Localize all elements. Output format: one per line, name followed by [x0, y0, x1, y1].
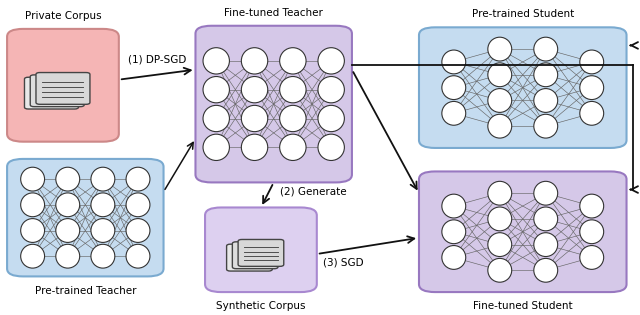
Ellipse shape	[280, 48, 306, 74]
Ellipse shape	[442, 76, 466, 100]
Ellipse shape	[56, 193, 80, 217]
Ellipse shape	[534, 89, 557, 112]
FancyBboxPatch shape	[7, 29, 119, 142]
Ellipse shape	[20, 219, 45, 243]
FancyBboxPatch shape	[195, 26, 352, 182]
Ellipse shape	[203, 77, 229, 103]
Ellipse shape	[442, 220, 466, 244]
Ellipse shape	[56, 244, 80, 268]
Ellipse shape	[534, 37, 557, 61]
Ellipse shape	[280, 134, 306, 160]
Ellipse shape	[91, 219, 115, 243]
Ellipse shape	[488, 258, 512, 282]
Text: Fine-tuned Teacher: Fine-tuned Teacher	[224, 8, 323, 18]
Ellipse shape	[580, 246, 604, 269]
FancyBboxPatch shape	[36, 72, 90, 104]
Text: Pre-trained Teacher: Pre-trained Teacher	[35, 286, 136, 296]
Ellipse shape	[126, 244, 150, 268]
Ellipse shape	[488, 207, 512, 231]
FancyBboxPatch shape	[24, 77, 79, 109]
Ellipse shape	[126, 193, 150, 217]
Ellipse shape	[203, 105, 229, 132]
Ellipse shape	[20, 244, 45, 268]
Ellipse shape	[280, 77, 306, 103]
Ellipse shape	[241, 134, 268, 160]
Ellipse shape	[534, 233, 557, 256]
FancyBboxPatch shape	[232, 242, 278, 269]
Ellipse shape	[280, 105, 306, 132]
Ellipse shape	[534, 114, 557, 138]
Ellipse shape	[318, 77, 344, 103]
Text: (3) SGD: (3) SGD	[323, 257, 364, 267]
Text: (1) DP-SGD: (1) DP-SGD	[129, 55, 187, 65]
Ellipse shape	[91, 244, 115, 268]
Ellipse shape	[488, 181, 512, 205]
Ellipse shape	[203, 134, 229, 160]
FancyBboxPatch shape	[7, 159, 164, 276]
Ellipse shape	[580, 220, 604, 244]
Ellipse shape	[318, 134, 344, 160]
Ellipse shape	[488, 233, 512, 256]
Ellipse shape	[203, 48, 229, 74]
FancyBboxPatch shape	[238, 239, 284, 266]
Ellipse shape	[241, 77, 268, 103]
Ellipse shape	[488, 63, 512, 87]
FancyBboxPatch shape	[205, 208, 317, 292]
FancyBboxPatch shape	[419, 171, 627, 292]
Ellipse shape	[126, 167, 150, 191]
Ellipse shape	[488, 114, 512, 138]
Text: (2) Generate: (2) Generate	[280, 187, 347, 197]
Ellipse shape	[534, 181, 557, 205]
Ellipse shape	[20, 167, 45, 191]
Ellipse shape	[241, 48, 268, 74]
Ellipse shape	[442, 101, 466, 125]
Text: Synthetic Corpus: Synthetic Corpus	[216, 301, 306, 312]
FancyBboxPatch shape	[30, 75, 84, 107]
Ellipse shape	[580, 194, 604, 218]
Ellipse shape	[534, 63, 557, 87]
Ellipse shape	[241, 105, 268, 132]
FancyBboxPatch shape	[419, 27, 627, 148]
Ellipse shape	[442, 50, 466, 74]
Ellipse shape	[488, 37, 512, 61]
Ellipse shape	[318, 48, 344, 74]
Text: Pre-trained Student: Pre-trained Student	[472, 9, 574, 20]
Ellipse shape	[442, 194, 466, 218]
Ellipse shape	[91, 193, 115, 217]
Ellipse shape	[20, 193, 45, 217]
Ellipse shape	[56, 219, 80, 243]
Ellipse shape	[56, 167, 80, 191]
Ellipse shape	[318, 105, 344, 132]
Ellipse shape	[580, 50, 604, 74]
Text: Private Corpus: Private Corpus	[25, 11, 101, 21]
Ellipse shape	[580, 101, 604, 125]
Ellipse shape	[534, 207, 557, 231]
Ellipse shape	[442, 246, 466, 269]
Ellipse shape	[580, 76, 604, 100]
Text: Fine-tuned Student: Fine-tuned Student	[473, 301, 573, 312]
Ellipse shape	[126, 219, 150, 243]
Ellipse shape	[91, 167, 115, 191]
Ellipse shape	[488, 89, 512, 112]
FancyBboxPatch shape	[227, 244, 272, 271]
Ellipse shape	[534, 258, 557, 282]
